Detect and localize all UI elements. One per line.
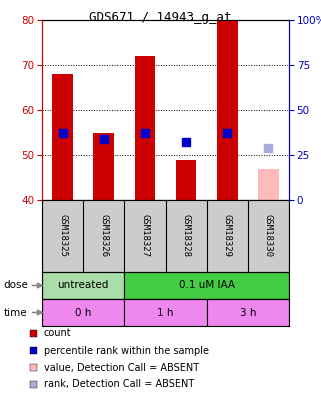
Text: GSM18330: GSM18330 xyxy=(264,215,273,258)
Bar xyxy=(52,74,73,200)
Bar xyxy=(258,168,279,200)
Text: GSM18328: GSM18328 xyxy=(182,215,191,258)
Text: count: count xyxy=(44,328,72,339)
Text: 0 h: 0 h xyxy=(75,307,91,318)
Text: 3 h: 3 h xyxy=(239,307,256,318)
Text: GSM18325: GSM18325 xyxy=(58,215,67,258)
Point xyxy=(266,145,271,151)
Point xyxy=(101,136,106,143)
Bar xyxy=(42,272,124,299)
Point xyxy=(142,129,147,136)
Bar xyxy=(176,160,196,200)
Bar xyxy=(207,299,289,326)
Text: GSM18329: GSM18329 xyxy=(223,215,232,258)
Point xyxy=(184,138,189,145)
Bar xyxy=(134,56,155,200)
Text: untreated: untreated xyxy=(57,281,109,290)
Bar xyxy=(42,299,124,326)
Text: dose: dose xyxy=(3,281,28,290)
Text: GSM18326: GSM18326 xyxy=(99,215,108,258)
Text: rank, Detection Call = ABSENT: rank, Detection Call = ABSENT xyxy=(44,379,194,390)
Text: 0.1 uM IAA: 0.1 uM IAA xyxy=(179,281,235,290)
Text: GDS671 / 14943_g_at: GDS671 / 14943_g_at xyxy=(89,11,232,24)
Point xyxy=(60,129,65,136)
Bar xyxy=(124,272,289,299)
Text: value, Detection Call = ABSENT: value, Detection Call = ABSENT xyxy=(44,362,199,373)
Bar xyxy=(217,20,238,200)
Bar xyxy=(93,132,114,200)
Point xyxy=(225,129,230,136)
Text: percentile rank within the sample: percentile rank within the sample xyxy=(44,345,209,356)
Text: 1 h: 1 h xyxy=(157,307,174,318)
Bar xyxy=(124,299,207,326)
Text: GSM18327: GSM18327 xyxy=(140,215,149,258)
Text: time: time xyxy=(3,307,27,318)
